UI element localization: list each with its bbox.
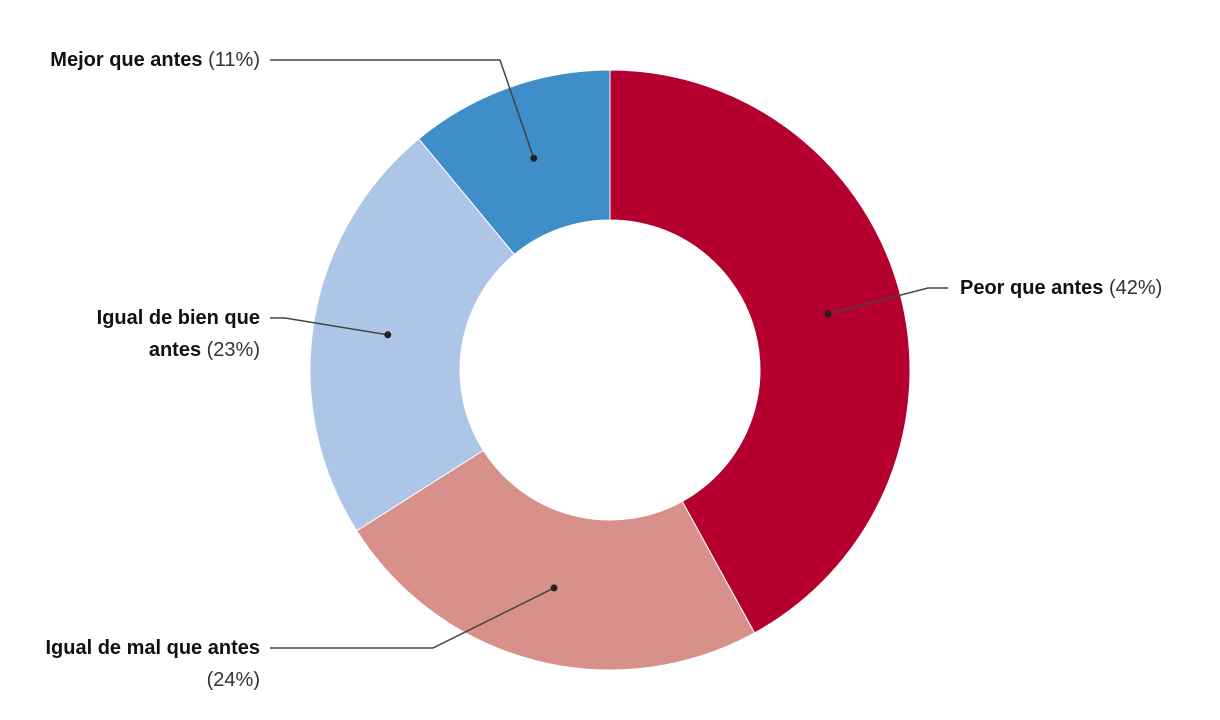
leader-dot [824, 310, 832, 318]
donut-slice [609, 69, 911, 634]
slice-label: Peor que antes (42%) [960, 272, 1210, 304]
value-label: (23%) [206, 339, 260, 361]
leader-dot [550, 584, 558, 592]
donut-slice [356, 449, 756, 671]
donut-slice [309, 138, 516, 532]
leader-line [270, 59, 535, 159]
leader-dot [530, 154, 538, 162]
value-label: (42%) [1108, 277, 1163, 299]
leader-dot [384, 331, 392, 339]
category-name: Mejor que antes [50, 49, 203, 71]
category-name: Peor que antes [960, 277, 1104, 299]
leader-line [270, 587, 555, 649]
value-label: (11%) [208, 49, 260, 71]
value-label: (24%) [206, 669, 260, 691]
leader-line [270, 317, 388, 336]
category-name: Igual de bien que antes [96, 307, 260, 361]
category-name: Igual de mal que antes [45, 637, 260, 659]
slice-label: Igual de bien que antes (23%) [60, 302, 260, 366]
slice-label: Igual de mal que antes (24%) [10, 632, 260, 696]
donut-slice [418, 69, 611, 256]
leader-line [827, 287, 948, 315]
slice-label: Mejor que antes (11%) [0, 44, 260, 76]
